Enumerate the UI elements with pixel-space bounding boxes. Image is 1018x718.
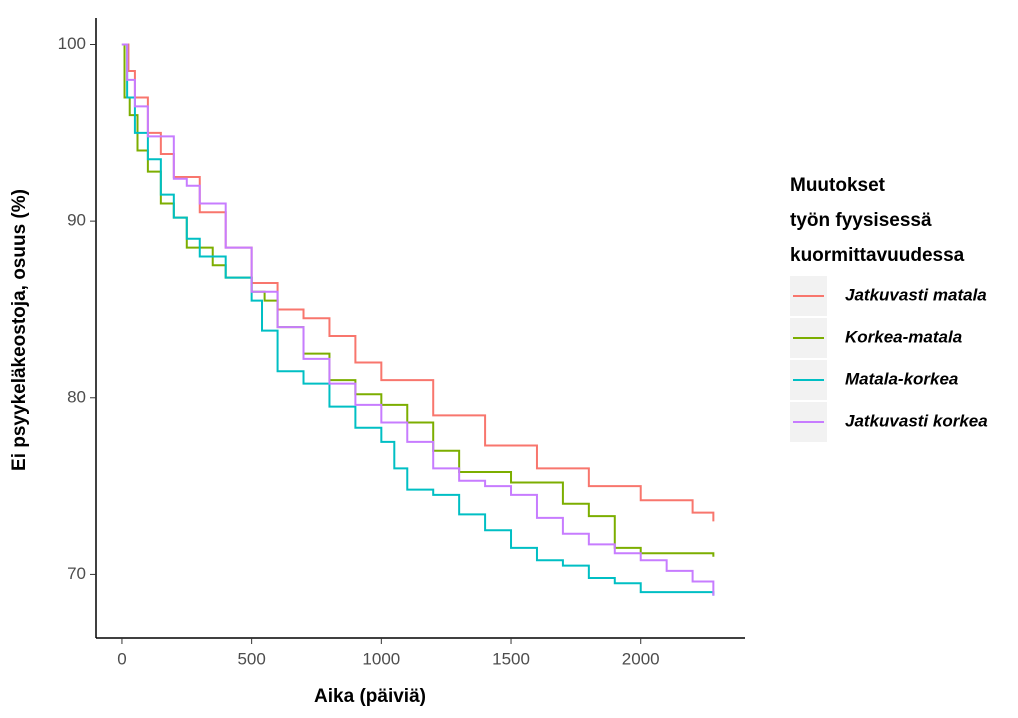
x-tick-label: 500 <box>237 649 265 668</box>
legend-label: Matala-korkea <box>845 369 958 388</box>
survival-line <box>121 43 715 596</box>
y-tick-label: 100 <box>58 34 86 53</box>
legend-label: Jatkuvasti korkea <box>845 411 988 430</box>
survival-line <box>121 43 715 596</box>
x-tick-label: 1000 <box>362 649 400 668</box>
x-tick-label: 1500 <box>492 649 530 668</box>
legend-label: Korkea-matala <box>845 327 962 346</box>
y-axis-title: Ei psyykeläkeostoja, osuus (%) <box>9 189 30 471</box>
survival-line <box>121 43 715 522</box>
legend-title: kuormittavuudessa <box>790 245 965 266</box>
y-tick-label: 70 <box>67 564 86 583</box>
legend-title: Muutokset <box>790 175 886 196</box>
survival-line <box>121 43 715 557</box>
legend-label: Jatkuvasti matala <box>845 285 987 304</box>
y-tick-label: 90 <box>67 211 86 230</box>
y-tick-label: 80 <box>67 387 86 406</box>
x-axis-title: Aika (päiviä) <box>314 686 426 707</box>
legend-title: työn fyysisessä <box>790 210 932 231</box>
x-tick-label: 2000 <box>622 649 660 668</box>
x-tick-label: 0 <box>117 649 126 668</box>
